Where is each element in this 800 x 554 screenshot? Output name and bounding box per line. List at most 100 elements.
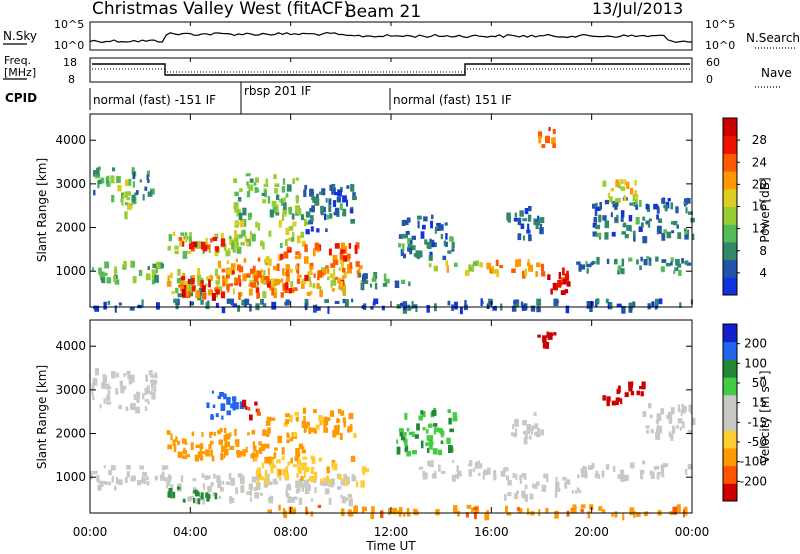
heatmap-cell xyxy=(318,457,323,462)
heatmap-cell xyxy=(522,218,528,222)
heatmap-cell xyxy=(225,250,231,257)
power-colorbar-swatch xyxy=(723,224,737,243)
heatmap-cell xyxy=(177,293,182,298)
heatmap-cell xyxy=(141,477,145,484)
heatmap-cell xyxy=(292,231,295,240)
heatmap-cell xyxy=(352,196,357,201)
heatmap-cell xyxy=(167,444,173,450)
heatmap-cell xyxy=(170,433,173,441)
heatmap-cell xyxy=(588,465,593,470)
heatmap-cell xyxy=(251,429,256,435)
heatmap-cell xyxy=(314,472,318,479)
heatmap-cell xyxy=(262,432,267,436)
heatmap-cell xyxy=(146,476,149,480)
heatmap-cell xyxy=(305,211,311,218)
heatmap-cell xyxy=(183,498,186,503)
heatmap-cell xyxy=(210,238,213,243)
heatmap-cell xyxy=(436,225,439,229)
heatmap-cell xyxy=(275,204,279,213)
heatmap-cell xyxy=(656,214,659,220)
heatmap-cell xyxy=(260,240,263,247)
heatmap-cell xyxy=(343,497,349,501)
heatmap-cell xyxy=(282,213,285,221)
heatmap-cell xyxy=(417,215,422,220)
heatmap-cell xyxy=(304,221,310,225)
heatmap-cell xyxy=(430,435,434,440)
freq-trace xyxy=(92,63,690,76)
heatmap-cell xyxy=(506,512,512,516)
heatmap-cell xyxy=(304,256,309,264)
heatmap-cell xyxy=(453,262,458,267)
heatmap-cell xyxy=(411,301,414,310)
heatmap-cell xyxy=(691,233,695,240)
heatmap-cell xyxy=(319,285,322,291)
heatmap-cell xyxy=(173,298,178,304)
heatmap-cell xyxy=(336,196,342,203)
heatmap-cell xyxy=(250,282,254,287)
heatmap-cell xyxy=(486,262,491,270)
nsky-left-tick-bottom: 10^0 xyxy=(54,39,84,52)
heatmap-cell xyxy=(520,223,525,229)
heatmap-cell xyxy=(167,275,170,282)
heatmap-cell xyxy=(527,223,530,232)
heatmap-cell xyxy=(370,512,374,520)
heatmap-cell xyxy=(168,488,173,493)
y-tick-label: 4000 xyxy=(55,133,86,147)
heatmap-cell xyxy=(330,263,336,268)
heatmap-cell xyxy=(342,208,347,217)
heatmap-cell xyxy=(515,473,518,480)
heatmap-cell xyxy=(318,415,323,421)
heatmap-cell xyxy=(564,482,568,489)
heatmap-cell xyxy=(186,280,190,288)
heatmap-cell xyxy=(668,417,673,424)
heatmap-cell xyxy=(220,445,226,453)
heatmap-cell xyxy=(538,131,543,138)
heatmap-cell xyxy=(340,479,344,486)
heatmap-cell xyxy=(264,469,268,477)
heatmap-cell xyxy=(298,443,304,450)
heatmap-cell xyxy=(237,473,243,478)
heatmap-cell xyxy=(258,441,262,446)
heatmap-cell xyxy=(610,187,614,192)
heatmap-cell xyxy=(440,430,445,436)
heatmap-cell xyxy=(452,460,455,463)
heatmap-cell xyxy=(447,409,451,413)
heatmap-cell xyxy=(401,220,406,226)
heatmap-cell xyxy=(293,496,298,500)
heatmap-cell xyxy=(305,229,310,235)
heatmap-cell xyxy=(396,304,401,309)
heatmap-cell xyxy=(201,473,205,478)
heatmap-cell xyxy=(104,261,109,269)
heatmap-cell xyxy=(326,476,329,482)
heatmap-cell xyxy=(169,484,174,489)
heatmap-cell xyxy=(617,182,621,189)
heatmap-cell xyxy=(403,253,406,259)
heatmap-cell xyxy=(606,258,610,265)
heatmap-cell xyxy=(183,280,187,286)
heatmap-cell xyxy=(427,460,430,466)
heatmap-cell xyxy=(199,496,202,501)
heatmap-cell xyxy=(226,260,230,265)
heatmap-cell xyxy=(209,431,214,436)
heatmap-cell xyxy=(348,498,353,507)
heatmap-cell xyxy=(322,269,326,276)
heatmap-cell xyxy=(661,259,667,263)
heatmap-cell xyxy=(425,442,429,447)
heatmap-cell xyxy=(192,487,197,491)
heatmap-cell xyxy=(135,190,139,195)
heatmap-cell xyxy=(170,272,173,279)
heatmap-cell xyxy=(314,487,317,494)
heatmap-cell xyxy=(215,268,218,277)
heatmap-cell xyxy=(315,424,320,430)
heatmap-cell xyxy=(486,467,491,475)
heatmap-cell xyxy=(683,506,688,513)
heatmap-cell xyxy=(226,410,231,416)
heatmap-cell xyxy=(401,279,406,284)
heatmap-cell xyxy=(331,288,335,292)
y-tick-label: 4000 xyxy=(55,339,86,353)
heatmap-cell xyxy=(297,208,302,216)
heatmap-cell xyxy=(676,224,679,229)
heatmap-cell xyxy=(280,253,284,260)
heatmap-cell xyxy=(120,198,124,203)
heatmap-cell xyxy=(91,383,95,390)
